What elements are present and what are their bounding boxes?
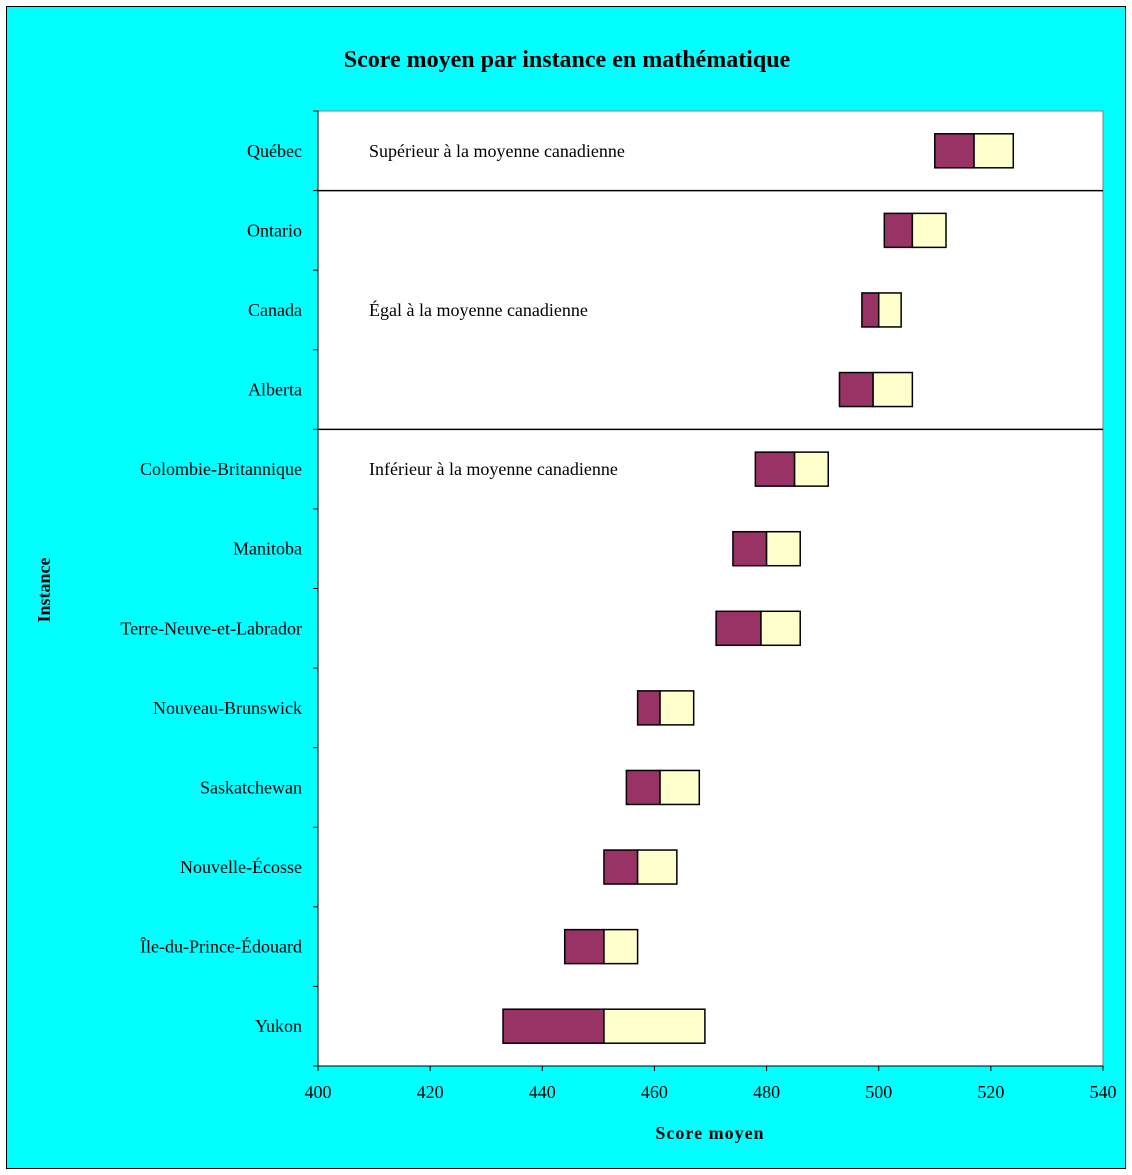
bar-lower-segment [715,610,762,647]
bar-lower-segment [754,451,796,487]
x-tick-label: 440 [529,1082,556,1102]
category-label: Yukon [255,1016,302,1036]
category-label: Canada [248,300,302,320]
bar-layer [502,133,1015,1044]
x-tick-label: 540 [1090,1082,1117,1102]
bar-lower-segment [732,530,768,567]
category-label: Manitoba [233,539,302,559]
bar-upper-segment [765,530,801,567]
zone-label: Inférieur à la moyenne canadienne [369,459,618,479]
bar-upper-segment [793,451,829,487]
bar-lower-segment [838,371,874,408]
axes: Québec Ontario Canada Alberta Colombie-Brita… [120,110,1117,1102]
category-label: Nouveau-Brunswick [153,698,302,718]
x-axis-title: Score moyen [655,1123,764,1143]
zone-label: Égal à la moyenne canadienne [369,299,588,320]
bar-upper-segment [911,212,947,249]
category-label: Saskatchewan [200,777,302,797]
category-label: Nouvelle-Écosse [180,856,302,877]
zone-label: Supérieur à la moyenne canadienne [369,141,625,161]
zone-layer: Supérieur à la moyenne canadienne Égal à … [318,141,1103,479]
category-label: Ontario [247,220,302,240]
category-label: Alberta [248,380,302,400]
bar-lower-segment [861,292,880,328]
x-tick-label: 480 [753,1082,780,1102]
bar-lower-segment [603,849,639,885]
bar-upper-segment [603,928,639,965]
bar-lower-segment [563,928,605,965]
y-axis-title: Instance [34,557,54,622]
x-tick-label: 400 [305,1082,332,1102]
bar-upper-segment [659,690,695,726]
bar-lower-segment [883,212,914,249]
x-tick-label: 520 [977,1082,1004,1102]
chart-background: Score moyen par instance en mathématique… [6,6,1126,1169]
plot-area [317,110,1104,1067]
category-label: Terre-Neuve-et-Labrador [120,618,302,638]
x-tick-label: 420 [417,1082,444,1102]
bar-upper-segment [659,769,701,806]
bar-upper-segment [636,849,678,885]
bar-lower-segment [636,690,661,726]
bar-upper-segment [603,1008,706,1044]
category-label: Colombie-Britannique [140,459,302,479]
bar-upper-segment [872,371,914,408]
x-tick-label: 500 [865,1082,892,1102]
chart-title: Score moyen par instance en mathématique [344,47,791,73]
bar-lower-segment [934,133,975,169]
bar-lower-segment [502,1008,605,1044]
bar-upper-segment [760,610,801,647]
category-label: Québec [247,141,302,161]
category-label: Île-du-Prince-Édouard [140,936,302,957]
x-tick-label: 460 [641,1082,668,1102]
bar-upper-segment [877,292,902,328]
bar-lower-segment [625,769,661,806]
bar-upper-segment [973,133,1015,169]
chart: Score moyen par instance en mathématique… [34,47,1117,1143]
